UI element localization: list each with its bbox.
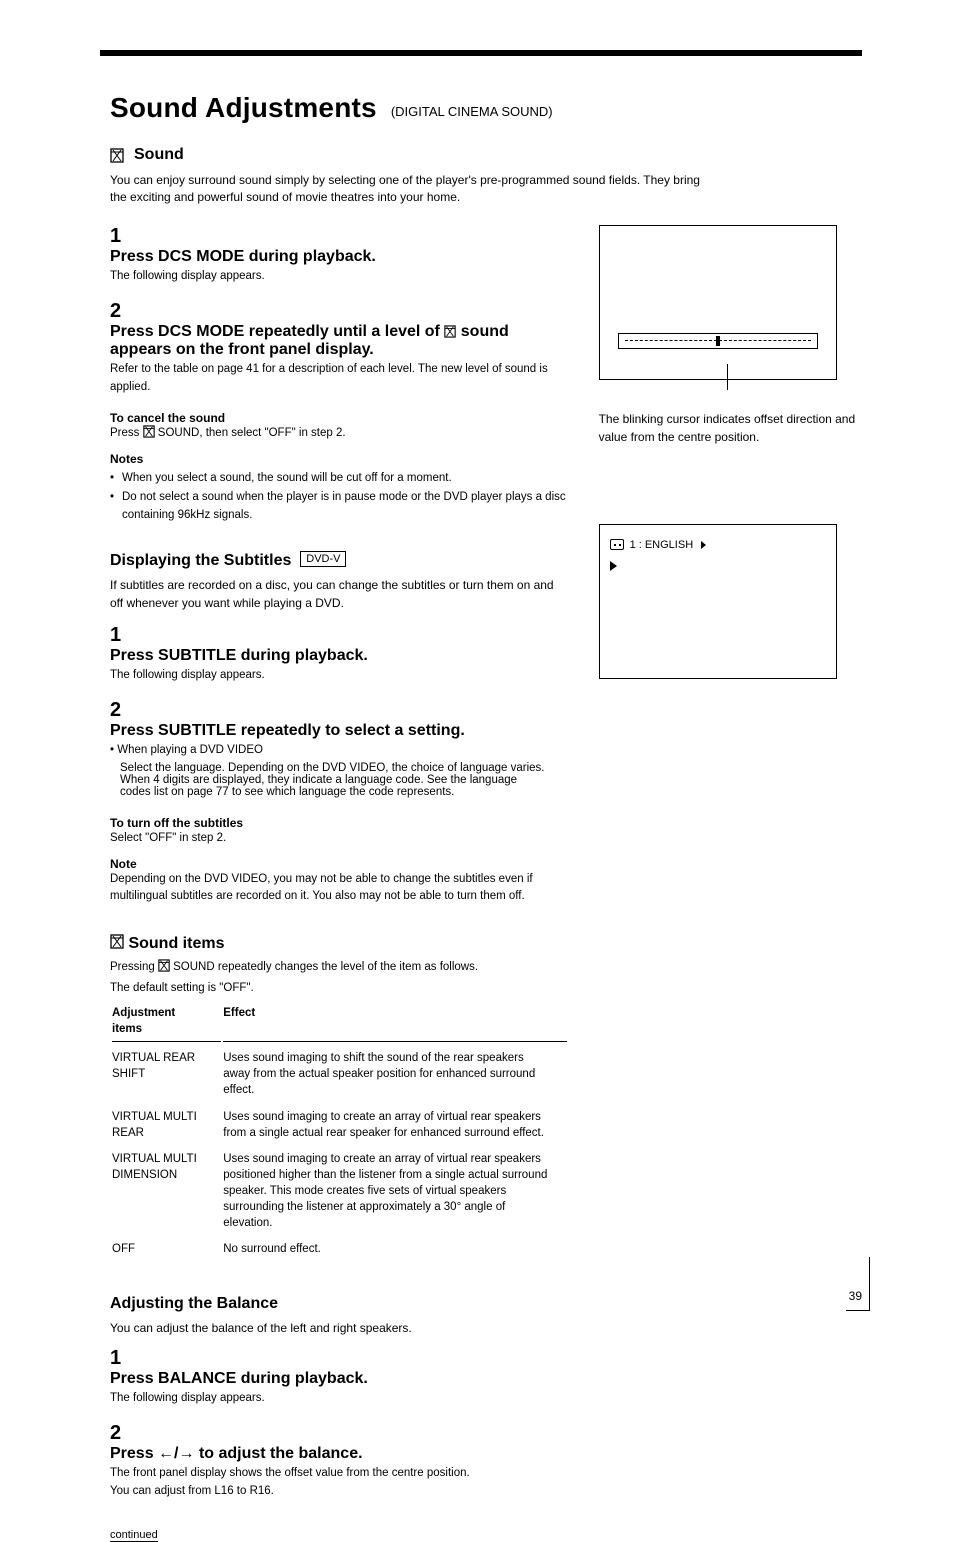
cancel-body-b: SOUND, then select "OFF" in step 2. (158, 427, 346, 439)
subtitles-intro: If subtitles are recorded on a disc, you… (110, 576, 569, 612)
sound-heading-row: Sound (110, 146, 862, 164)
disc-type-badge: DVD-V (300, 551, 346, 567)
table-header: Effect (223, 1005, 566, 1042)
step-text: Refer to the table on page 41 for a desc… (110, 363, 548, 393)
continued-text: continued (110, 1529, 158, 1542)
dcs-icon (158, 959, 170, 972)
turnoff-body: Select "OFF" in step 2. (110, 830, 569, 847)
cancel-sound: To cancel the sound Press SOUND, then se… (110, 411, 569, 442)
subtitle-note: Note Depending on the DVD VIDEO, you may… (110, 857, 569, 906)
step-range: You can adjust from L16 to R16. (110, 1485, 274, 1497)
page: Sound Adjustments (DIGITAL CINEMA SOUND)… (0, 0, 954, 1355)
step-bold-a: Press DCS MODE repeatedly until a level … (110, 323, 444, 340)
step-bold: Press DCS MODE during playback. (110, 248, 376, 265)
balance-cursor (716, 336, 720, 346)
step-number: 2 (110, 300, 132, 323)
subtitle-step-1: 1 Press SUBTITLE during playback. The fo… (110, 624, 569, 683)
table-cell-item: OFF (112, 1241, 221, 1265)
step-bold-a: Press (110, 1445, 158, 1462)
dcs-icon (110, 148, 124, 163)
sound-step-1: 1 Press DCS MODE during playback. The fo… (110, 225, 569, 284)
cancel-body-a: Press (110, 427, 143, 439)
step-number: 2 (110, 699, 132, 722)
sound-items-table: Adjustment items Effect VIRTUAL REAR SHI… (110, 1003, 569, 1267)
subtitle-menu-value: 1 : ENGLISH (630, 539, 694, 551)
step-text: The following display appears. (110, 669, 265, 681)
section-sound-steps: 1 Press DCS MODE during playback. The fo… (110, 225, 862, 1541)
table-row: VIRTUAL REAR SHIFTUses sound imaging to … (112, 1044, 567, 1106)
sound-items-off-note: The default setting is "OFF". (110, 980, 569, 997)
table-row: OFFNo surround effect. (112, 1241, 567, 1265)
step-bold: Press BALANCE during playback. (110, 1370, 368, 1387)
step-bold: Press SUBTITLE during playback. (110, 647, 368, 664)
table-row: VIRTUAL MULTI DIMENSIONUses sound imagin… (112, 1151, 567, 1239)
header-rule (100, 50, 862, 56)
step-sub-label: • When playing a DVD VIDEO (110, 744, 263, 756)
step-text: The front panel display shows the offset… (110, 1467, 470, 1479)
step-number: 1 (110, 624, 132, 647)
figure-balance-caption: The blinking cursor indicates offset dir… (599, 410, 862, 446)
page-title: Sound Adjustments (110, 92, 377, 124)
table-cell-item: VIRTUAL MULTI REAR (112, 1109, 221, 1149)
note-item: When you select a sound, the sound will … (110, 470, 569, 487)
table-header: Adjustment items (112, 1005, 221, 1042)
subtitles-heading-text: Displaying the Subtitles (110, 552, 291, 569)
table-cell-item: VIRTUAL MULTI DIMENSION (112, 1151, 221, 1239)
step-text: The following display appears. (110, 1392, 265, 1404)
table-cell-effect: Uses sound imaging to shift the sound of… (223, 1044, 566, 1106)
balance-heading: Adjusting the Balance (110, 1295, 569, 1313)
sound-items-heading: Sound items (110, 934, 569, 953)
cancel-heading: To cancel the sound (110, 411, 569, 425)
figure-balance-container (599, 225, 837, 380)
table-cell-effect: Uses sound imaging to create an array of… (223, 1151, 566, 1239)
subtitle-note-body: Depending on the DVD VIDEO, you may not … (110, 871, 569, 906)
sound-items-intro-b: SOUND repeatedly changes the level of th… (173, 961, 478, 973)
step-number: 1 (110, 1347, 132, 1370)
step-bold: Press SUBTITLE repeatedly to select a se… (110, 722, 465, 739)
step-bold-b: to adjust the balance. (195, 1445, 363, 1462)
step-number: 1 (110, 225, 132, 248)
table-cell-effect: Uses sound imaging to create an array of… (223, 1109, 566, 1149)
subtitle-icon (610, 539, 624, 550)
subtitle-step-2: 2 Press SUBTITLE repeatedly to select a … (110, 699, 569, 800)
pointer-line (727, 364, 728, 390)
table-row: VIRTUAL MULTI REARUses sound imaging to … (112, 1109, 567, 1149)
intro-paragraph: You can enjoy surround sound simply by s… (110, 172, 710, 207)
note-item: Do not select a sound when the player is… (110, 489, 569, 524)
balance-bar (618, 333, 818, 349)
dcs-icon (110, 934, 124, 949)
balance-body: You can adjust the balance of the left a… (110, 1319, 569, 1337)
play-icon (610, 561, 617, 571)
figure-subtitle: 1 : ENGLISH (599, 524, 837, 679)
subtitle-note-heading: Note (110, 857, 569, 871)
step-number: 2 (110, 1422, 132, 1445)
sound-items-heading-text: Sound items (128, 935, 224, 952)
dcs-icon (444, 325, 456, 338)
step-sub-body: Select the language. Depending on the DV… (110, 762, 550, 798)
page-corner-mark (869, 1257, 870, 1311)
balance-step-1: 1 Press BALANCE during playback. The fol… (110, 1347, 569, 1406)
step-text: The following display appears. (110, 270, 265, 282)
notes-heading: Notes (110, 452, 569, 466)
turnoff-heading: To turn off the subtitles (110, 816, 569, 830)
sound-step-2: 2 Press DCS MODE repeatedly until a leve… (110, 300, 569, 395)
turnoff-subtitles: To turn off the subtitles Select "OFF" i… (110, 816, 569, 847)
balance-step-2: 2 Press ←/→ to adjust the balance. The f… (110, 1422, 569, 1499)
subtitles-heading: Displaying the Subtitles DVD-V (110, 552, 569, 570)
page-title-row: Sound Adjustments (DIGITAL CINEMA SOUND) (110, 92, 862, 124)
continued-label: continued (110, 1529, 569, 1541)
dcs-icon (143, 425, 155, 438)
sound-items-intro-a: Pressing (110, 961, 158, 973)
chevron-right-icon (701, 541, 706, 549)
notes-block: Notes When you select a sound, the sound… (110, 452, 569, 524)
page-number: 39 (849, 1289, 862, 1303)
page-subtitle: (DIGITAL CINEMA SOUND) (391, 104, 553, 119)
sound-heading: Sound (134, 146, 184, 164)
figure-balance (599, 225, 837, 380)
table-cell-item: VIRTUAL REAR SHIFT (112, 1044, 221, 1106)
table-cell-effect: No surround effect. (223, 1241, 566, 1265)
